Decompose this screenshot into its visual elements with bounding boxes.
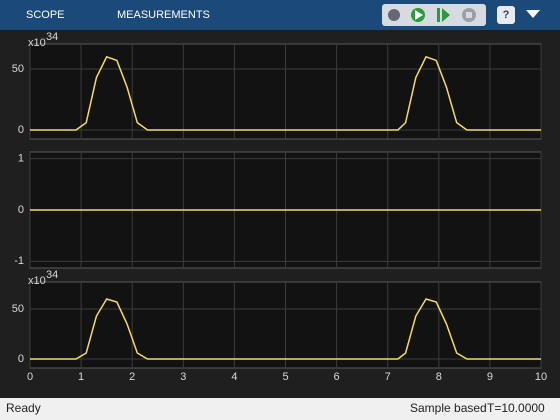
y-tick-label: 0 bbox=[18, 204, 24, 216]
y-tick-label: 50 bbox=[12, 303, 24, 315]
x-tick-label: 2 bbox=[129, 371, 135, 383]
x-tick-label: 1 bbox=[78, 371, 84, 383]
step-forward-icon bbox=[442, 8, 450, 22]
tab-measurements[interactable]: MEASUREMENTS bbox=[117, 9, 210, 21]
help-icon: ? bbox=[503, 9, 510, 21]
x-tick-label: 10 bbox=[535, 371, 547, 383]
y-multiplier-exponent: 34 bbox=[46, 31, 58, 43]
step-forward-button[interactable] bbox=[437, 8, 440, 22]
x-tick-label: 7 bbox=[385, 371, 391, 383]
y-tick-label: 50 bbox=[12, 63, 24, 75]
y-multiplier-base: x10 bbox=[28, 275, 46, 287]
y-multiplier-base: x10 bbox=[28, 37, 46, 49]
status-time: T=10.0000 bbox=[487, 401, 545, 415]
button-group bbox=[382, 4, 486, 26]
run-icon bbox=[415, 10, 423, 20]
y-tick-label: 1 bbox=[18, 153, 24, 165]
x-tick-label: 3 bbox=[180, 371, 186, 383]
x-tick-label: 9 bbox=[487, 371, 493, 383]
status-mode: Sample based bbox=[410, 401, 487, 415]
x-tick-label: 8 bbox=[436, 371, 442, 383]
signal-line bbox=[30, 55, 541, 131]
y-tick-label: -1 bbox=[14, 255, 24, 267]
x-tick-label: 0 bbox=[27, 371, 33, 383]
x-tick-label: 5 bbox=[282, 371, 288, 383]
status-state: Ready bbox=[6, 401, 41, 415]
tab-scope[interactable]: SCOPE bbox=[26, 9, 65, 21]
y-tick-label: 0 bbox=[18, 124, 24, 136]
step-back-button[interactable] bbox=[388, 9, 400, 21]
status-bar bbox=[0, 398, 560, 420]
signal-line bbox=[30, 298, 541, 360]
x-tick-label: 6 bbox=[334, 371, 340, 383]
help-button[interactable] bbox=[497, 6, 515, 24]
menu-button[interactable] bbox=[526, 10, 540, 18]
y-tick-label: 0 bbox=[18, 353, 24, 365]
stop-icon bbox=[466, 12, 472, 18]
x-tick-label: 4 bbox=[231, 371, 237, 383]
y-multiplier-exponent: 34 bbox=[46, 269, 58, 281]
